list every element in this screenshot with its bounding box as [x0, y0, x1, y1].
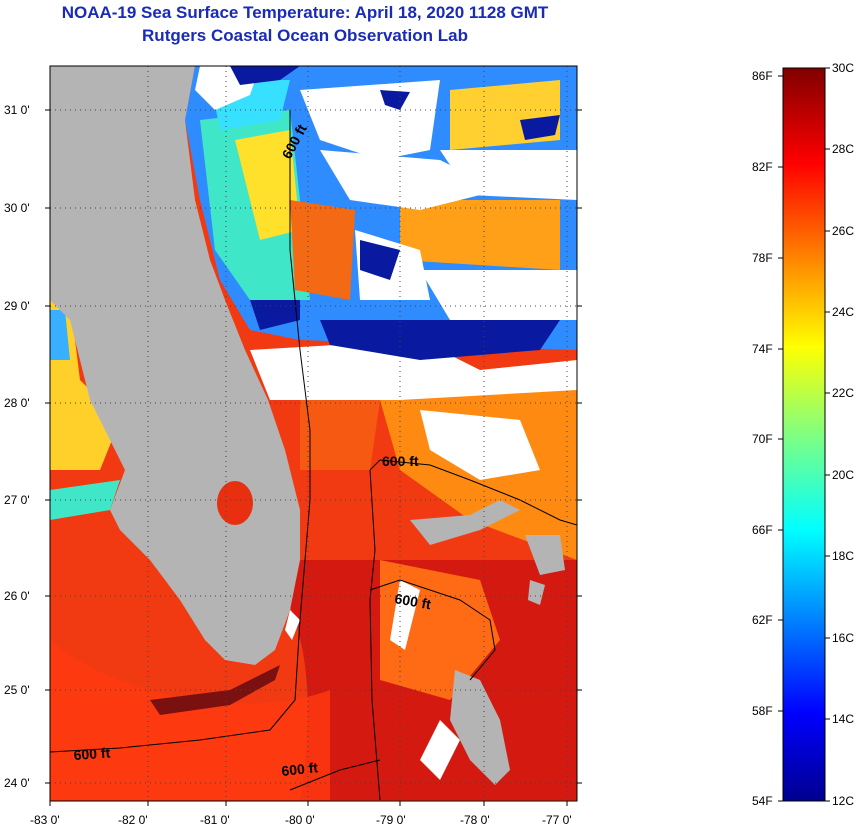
x-tick-label: -78 0' [460, 813, 490, 827]
colorbar-f-label: 62F [752, 613, 773, 627]
colorbar-f-label: 82F [752, 160, 773, 174]
y-tick-label: 25 0' [4, 683, 30, 697]
colorbar-c-label: 24C [832, 305, 854, 319]
y-tick-label: 24 0' [4, 776, 30, 790]
map-title: NOAA-19 Sea Surface Temperature: April 1… [61, 3, 549, 22]
y-tick-label: 28 0' [4, 396, 30, 410]
y-tick-label: 31 0' [4, 103, 30, 117]
colorbar-c-label: 16C [832, 631, 854, 645]
x-tick-label: -83 0' [30, 813, 60, 827]
colorbar-f-label: 86F [752, 69, 773, 83]
y-tick-label: 27 0' [4, 493, 30, 507]
florida-keys [150, 665, 280, 715]
contour-label: 600 ft [393, 590, 432, 612]
colorbar-f-label: 74F [752, 342, 773, 356]
colorbar-f-label: 66F [752, 523, 773, 537]
x-tick-label: -80 0' [285, 813, 315, 827]
lake-okeechobee [217, 481, 253, 525]
colorbar-c-label: 14C [832, 712, 854, 726]
colorbar-c-label: 12C [832, 794, 854, 808]
y-tick-label: 29 0' [4, 299, 30, 313]
colorbar-f-label: 58F [752, 704, 773, 718]
bahamas [410, 500, 565, 785]
y-tick-label: 26 0' [4, 589, 30, 603]
contour-label: 600 ft [281, 759, 319, 779]
x-tick-label: -81 0' [200, 813, 230, 827]
colorbar-c-label: 28C [832, 142, 854, 156]
contour-label: 600 ft [73, 744, 111, 763]
colorbar-f-label: 78F [752, 251, 773, 265]
axis-ticks [45, 109, 582, 806]
y-tick-label: 30 0' [4, 201, 30, 215]
cloud-cover [190, 66, 577, 780]
map-subtitle: Rutgers Coastal Ocean Observation Lab [142, 26, 468, 45]
x-tick-label: -82 0' [118, 813, 148, 827]
colorbar [782, 67, 826, 802]
colorbar-c-label: 18C [832, 549, 854, 563]
colorbar-c-label: 30C [832, 61, 854, 75]
colorbar-c-label: 26C [832, 224, 854, 238]
colorbar-f-label: 70F [752, 432, 773, 446]
colorbar-c-label: 22C [832, 386, 854, 400]
depth-contours [50, 110, 577, 801]
plot-frame [49, 65, 578, 802]
colorbar-c-label: 20C [832, 468, 854, 482]
colorbar-ticks [778, 67, 830, 802]
colorbar-f-label: 54F [752, 794, 773, 808]
x-tick-label: -79 0' [376, 813, 406, 827]
x-tick-label: -77 0' [542, 813, 572, 827]
plot-area: 600 ft 600 ft 600 ft 600 ft 600 ft [50, 66, 577, 801]
